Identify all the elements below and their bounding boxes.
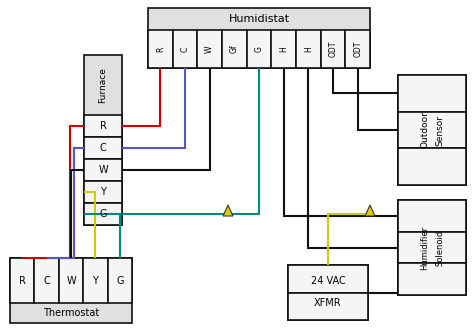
Text: R: R bbox=[19, 276, 26, 286]
Bar bbox=[108, 258, 132, 303]
Text: R: R bbox=[100, 121, 107, 131]
Text: G: G bbox=[116, 276, 124, 286]
Text: Solenoid: Solenoid bbox=[436, 229, 445, 266]
Bar bbox=[398, 75, 466, 185]
Text: 24 VAC: 24 VAC bbox=[310, 277, 346, 287]
Text: Furnace: Furnace bbox=[99, 67, 108, 103]
Bar bbox=[35, 258, 59, 303]
Bar bbox=[398, 75, 466, 112]
Text: Humidifier: Humidifier bbox=[420, 225, 429, 270]
Polygon shape bbox=[365, 205, 375, 216]
Text: C: C bbox=[43, 276, 50, 286]
Bar bbox=[84, 55, 122, 225]
Bar bbox=[83, 258, 108, 303]
Bar bbox=[197, 30, 222, 68]
Text: Gf: Gf bbox=[230, 45, 239, 53]
Text: W: W bbox=[205, 45, 214, 53]
Bar bbox=[321, 30, 346, 68]
Text: W: W bbox=[66, 276, 76, 286]
Bar bbox=[296, 30, 321, 68]
Bar bbox=[10, 258, 132, 323]
Bar bbox=[398, 200, 466, 295]
Bar bbox=[288, 265, 368, 320]
Text: C: C bbox=[181, 46, 190, 51]
Bar bbox=[398, 112, 466, 148]
Text: Y: Y bbox=[92, 276, 98, 286]
Text: C: C bbox=[100, 143, 106, 153]
Bar bbox=[84, 137, 122, 159]
Bar bbox=[84, 181, 122, 203]
Text: Humidistat: Humidistat bbox=[228, 14, 290, 24]
Bar bbox=[84, 159, 122, 181]
Bar bbox=[398, 200, 466, 232]
Bar bbox=[148, 8, 370, 68]
Polygon shape bbox=[223, 205, 233, 216]
Bar bbox=[10, 258, 35, 303]
Text: W: W bbox=[98, 165, 108, 175]
Text: ODT: ODT bbox=[328, 41, 337, 57]
Bar bbox=[398, 263, 466, 295]
Text: Outdoor: Outdoor bbox=[420, 112, 429, 148]
Text: G: G bbox=[255, 46, 264, 52]
Bar bbox=[173, 30, 197, 68]
Text: ODT: ODT bbox=[353, 41, 362, 57]
Text: R: R bbox=[156, 46, 165, 52]
Text: Y: Y bbox=[100, 187, 106, 197]
Text: H: H bbox=[304, 46, 313, 52]
Bar bbox=[288, 292, 368, 320]
Bar bbox=[398, 148, 466, 185]
Bar bbox=[288, 265, 368, 292]
Text: H: H bbox=[279, 46, 288, 52]
Bar bbox=[222, 30, 246, 68]
Text: Sensor: Sensor bbox=[436, 115, 445, 145]
Bar bbox=[148, 30, 173, 68]
Bar bbox=[271, 30, 296, 68]
Bar bbox=[346, 30, 370, 68]
Text: Thermostat: Thermostat bbox=[43, 308, 99, 318]
Bar bbox=[84, 203, 122, 225]
Bar bbox=[246, 30, 271, 68]
Text: XFMR: XFMR bbox=[314, 298, 342, 308]
Text: G: G bbox=[99, 209, 107, 219]
Bar bbox=[59, 258, 83, 303]
Bar bbox=[84, 115, 122, 137]
Bar bbox=[398, 232, 466, 263]
